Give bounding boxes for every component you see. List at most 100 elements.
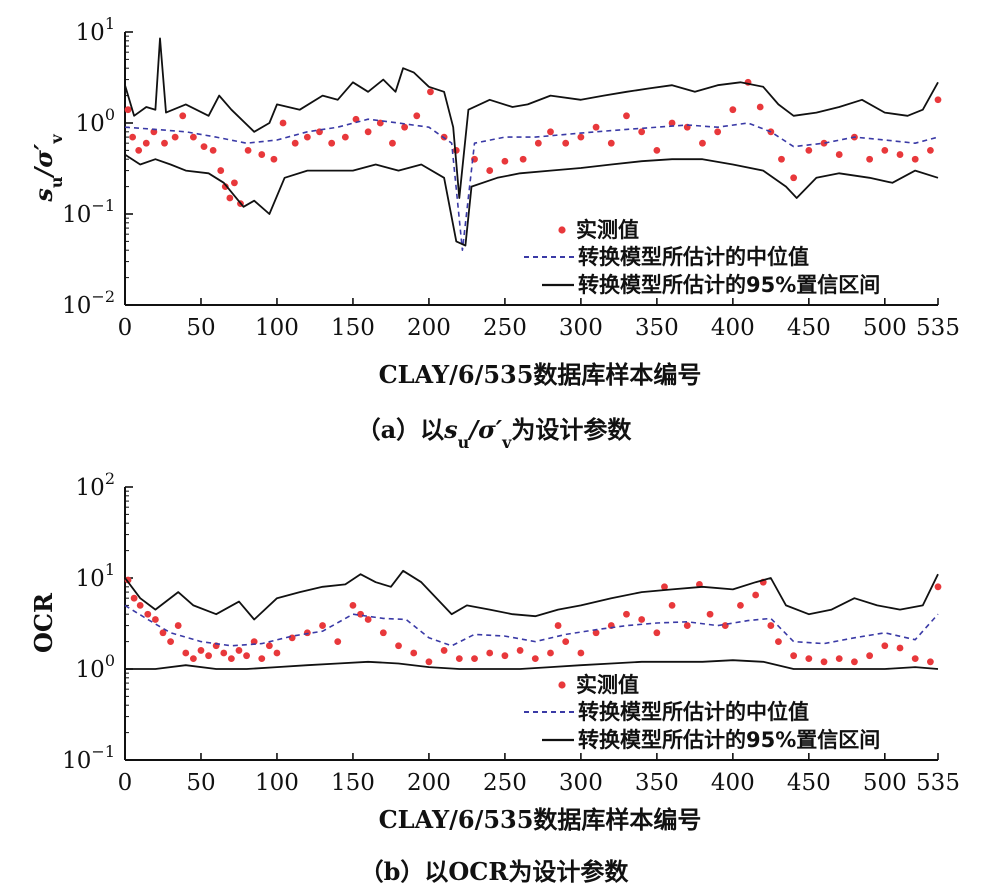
legend-measured-marker <box>558 226 566 234</box>
measured-point <box>341 133 349 141</box>
measured-point <box>562 139 570 147</box>
measured-point <box>653 146 661 154</box>
measured-point <box>401 123 409 131</box>
measured-point <box>288 634 296 642</box>
median-line <box>124 118 939 251</box>
measured-point <box>577 133 585 141</box>
measured-point <box>205 652 212 660</box>
measured-point <box>790 174 798 182</box>
panel-b-xlabel: CLAY/6/535数据库样本编号 <box>379 805 702 834</box>
measured-point <box>389 139 396 147</box>
panel-b-legend: 实测值 转换模型所估计的中位值 转换模型所估计的95%置信区间 <box>524 673 880 752</box>
measured-point <box>243 652 250 660</box>
measured-point <box>270 155 278 163</box>
measured-point <box>221 183 229 191</box>
measured-point <box>607 139 615 147</box>
measured-point <box>244 146 252 154</box>
panel-a-axes: 10−2 10−1 100 101 0 50 100 150 200 250 300 350 400 45… <box>62 14 960 341</box>
measured-point <box>273 649 281 657</box>
measured-point <box>896 151 904 158</box>
y-tick-label: 101 <box>76 14 115 46</box>
x-tick-label: 0 <box>118 315 133 341</box>
legend-measured-label: 实测值 <box>576 673 639 697</box>
legend-measured-label: 实测值 <box>576 218 639 242</box>
x-tick-label: 200 <box>407 315 451 341</box>
x-tick-label: 100 <box>255 770 299 796</box>
measured-point <box>265 642 273 650</box>
measured-point <box>250 638 258 646</box>
measured-point <box>820 139 828 147</box>
measured-point <box>866 155 874 163</box>
measured-point <box>531 655 539 663</box>
measured-point <box>501 157 509 165</box>
x-tick-label: 500 <box>863 770 907 796</box>
panel-a-xlabel: CLAY/6/535数据库样本编号 <box>379 360 702 389</box>
measured-point <box>364 128 372 136</box>
measured-point <box>220 649 228 657</box>
measured-point <box>129 133 136 141</box>
measured-point <box>592 629 600 637</box>
measured-point <box>835 151 843 158</box>
panel-a-ylabel: su/σ′v <box>29 134 66 203</box>
measured-point <box>661 583 668 591</box>
measured-point <box>425 658 433 666</box>
measured-point <box>161 139 168 147</box>
measured-point <box>303 629 311 637</box>
measured-point <box>427 88 434 96</box>
measured-point <box>851 658 858 666</box>
measured-point <box>303 133 311 141</box>
measured-point <box>291 139 299 147</box>
measured-point <box>486 167 494 174</box>
measured-point <box>638 128 646 136</box>
measured-point <box>866 652 874 660</box>
legend-interval-label: 转换模型所估计的95%置信区间 <box>578 728 880 752</box>
panel-a-legend: 实测值 转换模型所估计的中位值 转换模型所估计的95%置信区间 <box>524 218 880 297</box>
measured-point <box>209 146 217 154</box>
x-tick-label: 150 <box>331 770 375 796</box>
x-tick-label: 535 <box>916 770 960 796</box>
measured-point <box>182 649 190 657</box>
interval-lower-line <box>125 659 939 670</box>
x-tick-label: 50 <box>186 770 215 796</box>
measured-point <box>737 601 744 609</box>
measured-point <box>142 139 150 147</box>
measured-point <box>349 601 357 609</box>
measured-point <box>167 638 174 646</box>
measured-point <box>217 167 225 174</box>
measured-point <box>364 616 372 623</box>
panel-a-marks <box>124 37 942 251</box>
panel-a-caption: （a）以su/σ′v为设计参数 <box>357 415 633 452</box>
y-tick-label: 100 <box>76 105 115 137</box>
measured-point <box>668 601 676 609</box>
measured-point <box>379 629 387 637</box>
panel-b-ylabel: OCR <box>29 592 58 653</box>
x-tick-label: 400 <box>711 770 755 796</box>
measured-point <box>159 629 167 637</box>
measured-point <box>124 106 132 114</box>
x-tick-label: 535 <box>916 315 960 341</box>
measured-point <box>258 151 266 158</box>
measured-point <box>562 638 570 646</box>
y-tick-label: 100 <box>76 651 115 683</box>
measured-point <box>440 647 448 654</box>
measured-point <box>881 146 889 154</box>
measured-point <box>352 115 360 123</box>
y-tick-label: 10−1 <box>62 742 115 774</box>
measured-point <box>752 591 760 599</box>
measured-point <box>881 642 889 650</box>
measured-point <box>934 96 942 104</box>
measured-point <box>778 155 785 163</box>
measured-point <box>235 647 243 654</box>
measured-point <box>835 655 843 663</box>
measured-point <box>934 583 942 591</box>
measured-point <box>136 601 144 609</box>
measured-point <box>638 616 646 623</box>
measured-point <box>927 658 934 666</box>
measured-point <box>805 655 813 663</box>
measured-point <box>805 146 813 154</box>
x-tick-label: 400 <box>711 315 755 341</box>
x-tick-label: 500 <box>863 315 907 341</box>
measured-point <box>395 642 402 650</box>
measured-point <box>547 128 554 136</box>
panel-b: 10−1 100 101 102 0 50 100 150 200 250 300 350 400 450… <box>29 469 960 886</box>
